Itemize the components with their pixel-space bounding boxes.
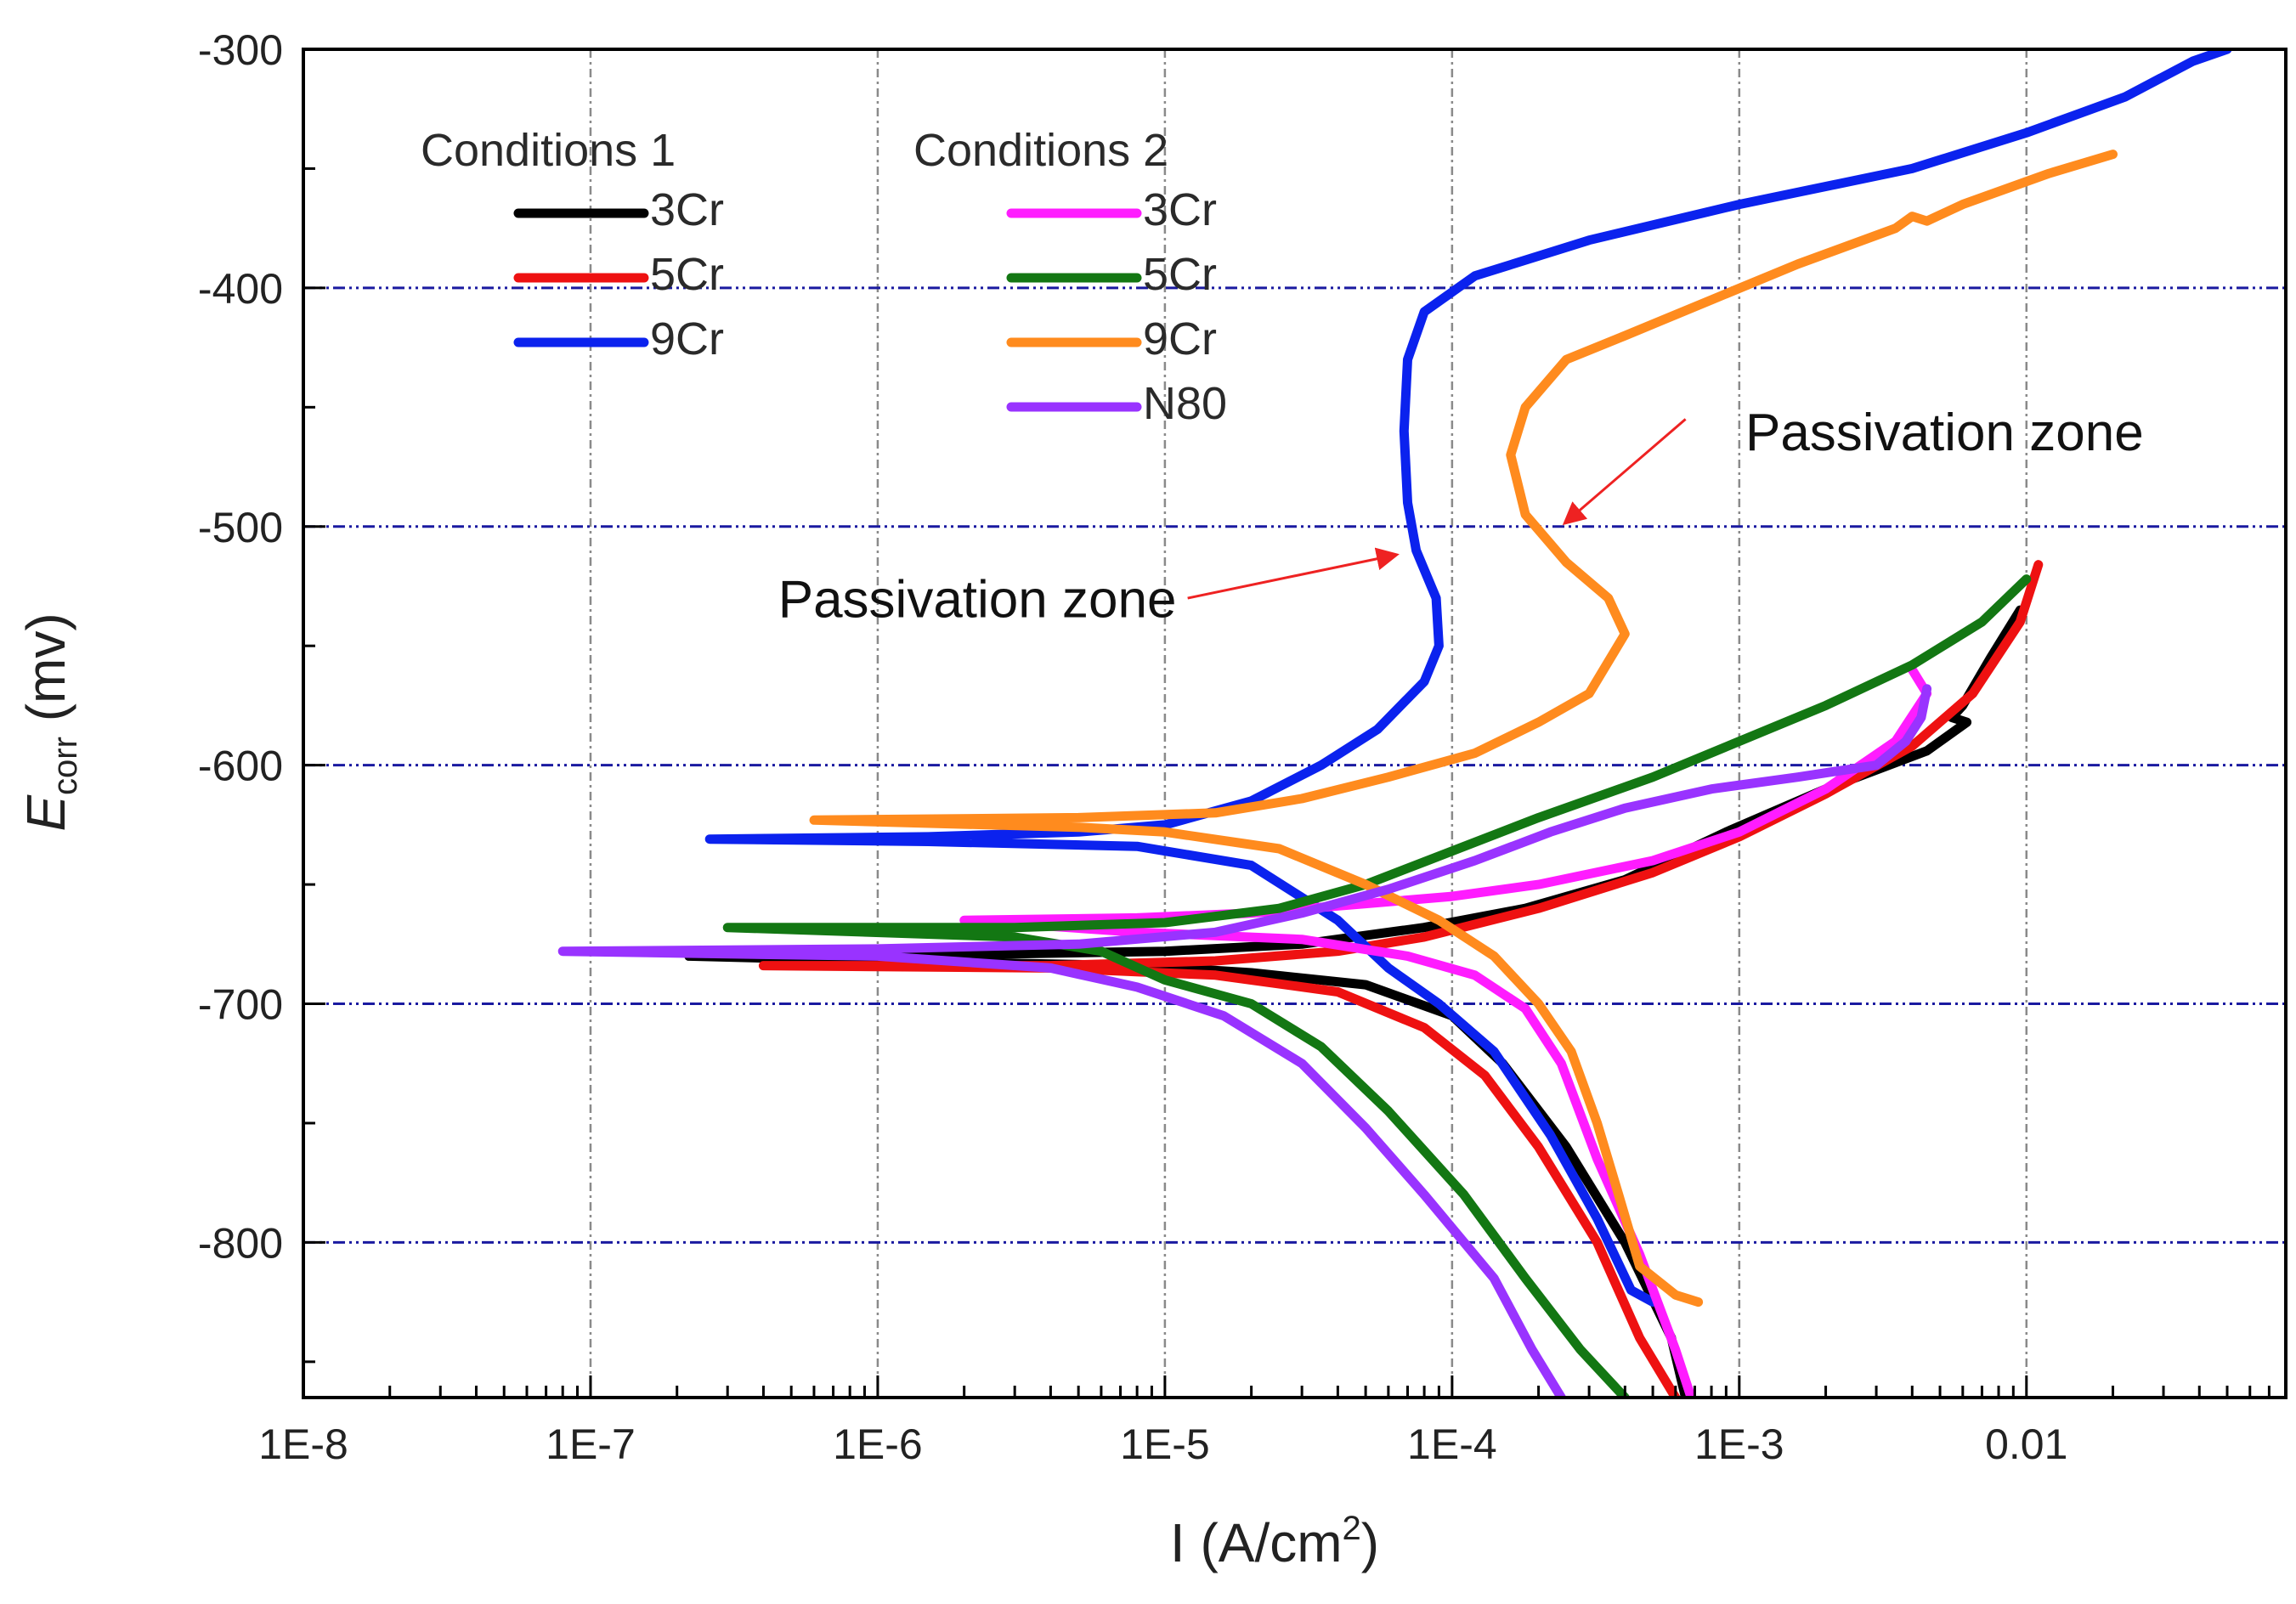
y-tick-label: -400	[198, 265, 283, 313]
legend-label-c1-9cr: 9Cr	[650, 313, 724, 364]
y-tick-label: -500	[198, 504, 283, 551]
grid	[303, 49, 2286, 1398]
x-tick-label: 1E-8	[258, 1420, 348, 1468]
series-line-c2-n80	[557, 684, 1932, 1398]
x-tick-label: 1E-4	[1407, 1420, 1497, 1468]
series-line-c2-3cr	[959, 664, 1932, 1398]
y-tick-label: -600	[198, 743, 283, 790]
legend: Conditions 1 3Cr 5Cr 9Cr Conditions 2 3Cr 5Cr 9…	[421, 125, 1227, 429]
x-tick-label: 1E-6	[833, 1420, 923, 1468]
legend-group-title: Conditions 1	[421, 125, 676, 176]
annotation-arrow	[1562, 418, 1687, 526]
y-axis-title: Ecorr (mv)	[15, 613, 84, 831]
x-tick-label: 1E-7	[546, 1420, 636, 1468]
annotations: Passivation zone Passivation zone	[778, 404, 2144, 630]
y-tick-label: -700	[198, 981, 283, 1029]
legend-label-c1-5cr: 5Cr	[650, 249, 724, 300]
x-tick-label: 1E-5	[1120, 1420, 1210, 1468]
y-tick-label: -300	[198, 26, 283, 74]
axis-ticks: 1E-8 1E-7 1E-6 1E-5 1E-4 1E-3 0.01 -300 -400 -500…	[198, 26, 2288, 1468]
plot-background	[303, 49, 2286, 1398]
x-tick-label: 0.01	[1985, 1420, 2067, 1468]
series-line-c2-9cr	[809, 150, 2118, 1307]
legend-label-c2-3cr: 3Cr	[1143, 184, 1217, 235]
y-tick-label: -800	[198, 1219, 283, 1267]
annotation-label: Passivation zone	[1745, 404, 2144, 462]
annotation-label: Passivation zone	[778, 571, 1177, 630]
x-tick-label: 1E-3	[1694, 1420, 1784, 1468]
legend-label-c2-n80: N80	[1143, 378, 1227, 429]
legend-label-c2-9cr: 9Cr	[1143, 313, 1217, 364]
legend-label-c1-3cr: 3Cr	[650, 184, 724, 235]
plot-frame	[302, 48, 2288, 1399]
annotation-arrow	[1187, 547, 1400, 600]
x-axis-title: I (A/cm2)	[1170, 1510, 1379, 1573]
legend-label-c2-5cr: 5Cr	[1143, 249, 1217, 300]
legend-group-title: Conditions 2	[913, 125, 1168, 176]
series-layer	[557, 49, 2232, 1398]
series-line-c2-5cr	[722, 574, 2032, 1398]
series-line-c1-9cr	[704, 49, 2232, 1307]
